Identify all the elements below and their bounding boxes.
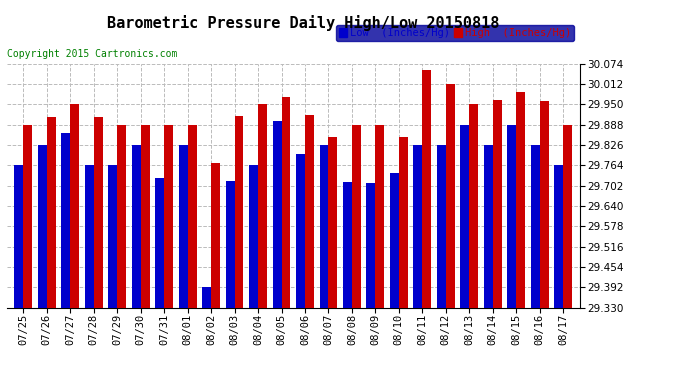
Bar xyxy=(258,104,267,308)
Bar xyxy=(235,116,244,308)
Bar xyxy=(155,178,164,308)
Bar xyxy=(179,145,188,308)
Bar xyxy=(132,145,141,308)
Text: Barometric Pressure Daily High/Low 20150818: Barometric Pressure Daily High/Low 20150… xyxy=(108,15,500,31)
Bar xyxy=(70,104,79,308)
Bar xyxy=(375,124,384,308)
Bar xyxy=(328,137,337,308)
Bar xyxy=(23,124,32,308)
Bar xyxy=(554,165,563,308)
Legend: Low  (Inches/Hg), High  (Inches/Hg): Low (Inches/Hg), High (Inches/Hg) xyxy=(336,25,574,41)
Bar xyxy=(14,165,23,308)
Bar xyxy=(94,117,103,308)
Bar xyxy=(305,115,314,308)
Bar xyxy=(531,145,540,308)
Bar xyxy=(437,145,446,308)
Bar xyxy=(413,145,422,308)
Bar xyxy=(366,183,375,308)
Bar xyxy=(516,92,525,308)
Bar xyxy=(249,165,258,308)
Bar xyxy=(47,117,56,308)
Bar xyxy=(446,84,455,308)
Bar xyxy=(188,124,197,308)
Bar xyxy=(493,100,502,308)
Bar xyxy=(164,124,173,308)
Bar xyxy=(38,145,47,308)
Bar xyxy=(484,145,493,308)
Bar xyxy=(469,104,478,308)
Bar xyxy=(390,173,399,308)
Bar xyxy=(422,70,431,308)
Bar xyxy=(226,182,235,308)
Bar xyxy=(108,165,117,308)
Text: Copyright 2015 Cartronics.com: Copyright 2015 Cartronics.com xyxy=(7,49,177,59)
Bar xyxy=(117,124,126,308)
Bar xyxy=(141,124,150,308)
Bar xyxy=(507,124,516,308)
Bar xyxy=(540,101,549,308)
Bar xyxy=(61,132,70,308)
Bar xyxy=(399,137,408,308)
Bar xyxy=(460,124,469,308)
Bar xyxy=(296,153,305,308)
Bar xyxy=(282,96,290,308)
Bar xyxy=(85,165,94,308)
Bar xyxy=(352,124,361,308)
Bar xyxy=(202,287,211,308)
Bar xyxy=(273,121,282,308)
Bar xyxy=(563,124,572,308)
Bar xyxy=(319,145,328,308)
Bar xyxy=(343,182,352,308)
Bar xyxy=(211,164,220,308)
